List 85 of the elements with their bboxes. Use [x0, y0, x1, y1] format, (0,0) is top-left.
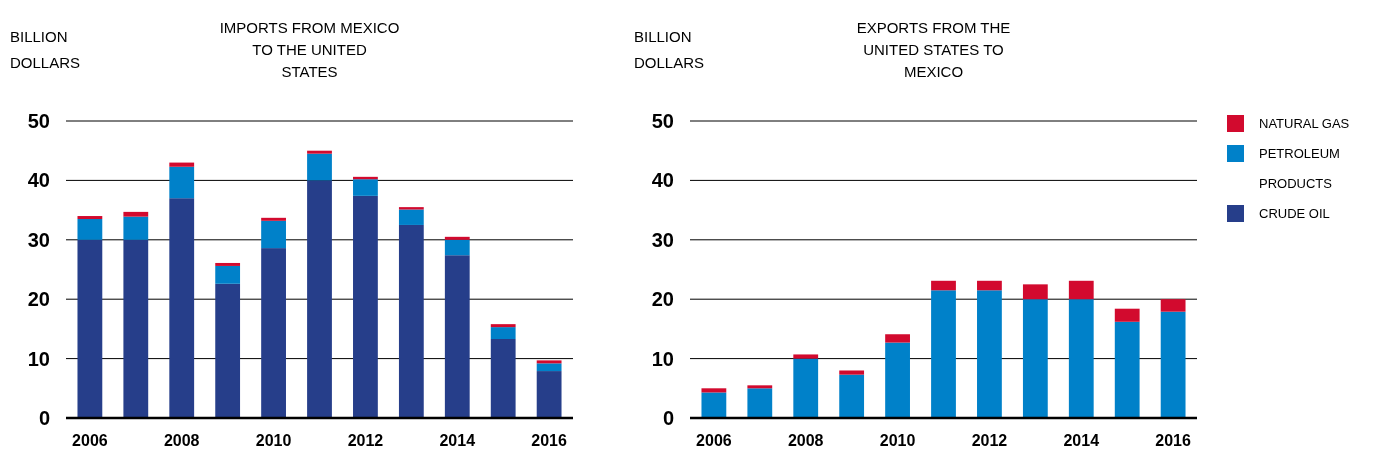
x-tick-label: 2006 — [696, 432, 732, 449]
y-tick-label: 0 — [662, 407, 674, 429]
bar — [169, 166, 195, 199]
bar — [1022, 299, 1048, 418]
bar — [793, 358, 819, 418]
x-tick-label: 2010 — [255, 432, 292, 449]
y-tick-label: 30 — [651, 228, 674, 251]
y-tick-label: 30 — [27, 228, 50, 251]
bar — [169, 198, 195, 418]
y-tick-label: 40 — [651, 169, 674, 192]
bar — [490, 339, 516, 418]
x-tick-label: 2006 — [72, 432, 108, 449]
bar — [77, 216, 103, 220]
bar — [977, 290, 1002, 418]
legend-label: CRUDE OIL — [1259, 205, 1330, 221]
bar — [215, 262, 241, 266]
bar — [747, 388, 773, 418]
bar — [353, 195, 378, 418]
bar — [793, 354, 819, 359]
bar — [885, 334, 910, 343]
x-tick-label: 2014 — [439, 432, 476, 449]
y-tick-label: 10 — [27, 347, 50, 370]
bar — [1068, 280, 1094, 300]
bar — [885, 342, 910, 418]
x-tick-label: 2016 — [1155, 432, 1192, 449]
bar — [444, 255, 470, 418]
bar — [77, 239, 103, 418]
bar — [490, 327, 516, 339]
bar — [1160, 299, 1186, 312]
bar — [261, 220, 286, 249]
bar — [977, 280, 1002, 291]
bar — [701, 392, 727, 418]
bar — [1114, 308, 1140, 322]
bar — [931, 280, 956, 291]
y-tick-label: 50 — [651, 110, 674, 132]
y-tick-label: 0 — [38, 407, 50, 429]
bar — [307, 180, 332, 418]
bar — [839, 374, 865, 418]
x-tick-label: 2010 — [879, 432, 916, 449]
bar — [1114, 321, 1140, 418]
bar — [307, 153, 332, 181]
x-tick-label: 2008 — [163, 432, 200, 449]
chart-title: IMPORTS FROM MEXICO TO THE UNITED STATES — [219, 19, 400, 80]
bar — [307, 150, 332, 154]
bar — [398, 207, 424, 210]
bar — [261, 248, 286, 418]
x-tick-label: 2012 — [347, 432, 384, 449]
bar — [123, 211, 149, 217]
legend-label: NATURAL GAS — [1259, 115, 1350, 131]
bar — [536, 360, 562, 364]
y-tick-label: 20 — [651, 288, 674, 311]
y-tick-label: 40 — [27, 169, 50, 192]
legend-label: PETROLEUM PRODUCTS — [1259, 145, 1340, 191]
x-tick-label: 2012 — [971, 432, 1008, 449]
y-tick-label: 10 — [651, 347, 674, 370]
bar — [215, 265, 241, 284]
x-tick-label: 2016 — [531, 432, 568, 449]
bar — [1160, 311, 1186, 418]
bar — [931, 290, 956, 418]
x-tick-label: 2008 — [787, 432, 824, 449]
bar — [261, 217, 286, 221]
x-tick-label: 2014 — [1063, 432, 1100, 449]
bar — [77, 219, 103, 240]
y-axis-title: BILLION DOLLARS — [634, 28, 705, 71]
y-axis-title: BILLION DOLLARS — [10, 28, 81, 71]
bar — [490, 324, 516, 328]
bar — [839, 370, 865, 375]
y-tick-label: 50 — [27, 110, 50, 132]
chart-title: EXPORTS FROM THE UNITED STATES TO MEXICO — [856, 19, 1011, 80]
bar — [215, 283, 241, 418]
y-tick-label: 20 — [27, 288, 50, 311]
bar — [123, 216, 149, 240]
bar — [444, 239, 470, 256]
bar — [444, 236, 470, 240]
bar — [169, 162, 195, 167]
bar — [353, 179, 378, 196]
bar — [1022, 284, 1048, 300]
bar — [747, 385, 773, 389]
bar — [701, 388, 727, 393]
bar — [398, 224, 424, 418]
bar — [123, 239, 149, 418]
bar — [536, 363, 562, 372]
bar — [1068, 299, 1094, 418]
bar — [398, 209, 424, 225]
bar — [536, 371, 562, 418]
